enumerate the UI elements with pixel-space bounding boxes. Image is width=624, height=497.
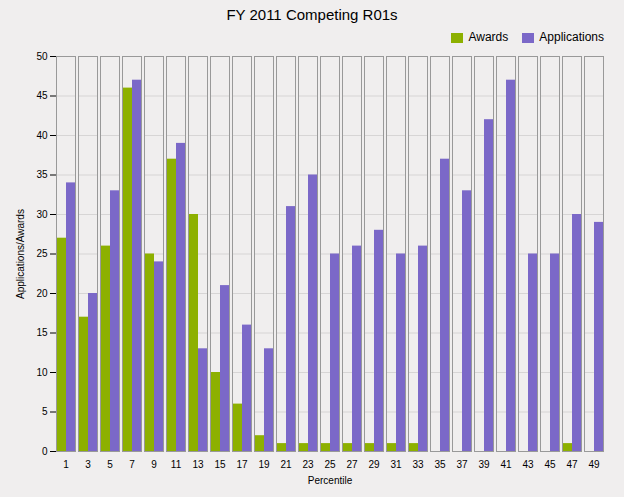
- svg-text:25: 25: [36, 248, 48, 259]
- svg-text:3: 3: [85, 459, 91, 470]
- svg-text:50: 50: [36, 51, 48, 62]
- svg-text:15: 15: [36, 327, 48, 338]
- svg-text:9: 9: [151, 459, 157, 470]
- svg-text:39: 39: [478, 459, 490, 470]
- svg-text:47: 47: [566, 459, 578, 470]
- svg-text:23: 23: [302, 459, 314, 470]
- svg-text:31: 31: [390, 459, 402, 470]
- svg-text:7: 7: [129, 459, 135, 470]
- svg-text:29: 29: [368, 459, 380, 470]
- svg-text:30: 30: [36, 209, 48, 220]
- svg-text:49: 49: [588, 459, 600, 470]
- svg-text:33: 33: [412, 459, 424, 470]
- svg-text:17: 17: [236, 459, 248, 470]
- svg-text:41: 41: [500, 459, 512, 470]
- svg-text:20: 20: [36, 288, 48, 299]
- svg-text:25: 25: [324, 459, 336, 470]
- svg-text:1: 1: [63, 459, 69, 470]
- svg-text:0: 0: [42, 446, 48, 457]
- html-text:Applications: Applications: [539, 30, 604, 44]
- svg-text:15: 15: [214, 459, 226, 470]
- svg-text:Applications/Awards: Applications/Awards: [15, 209, 26, 299]
- svg-text:21: 21: [280, 459, 292, 470]
- html-text:Awards: Awards: [468, 30, 509, 44]
- svg-text:19: 19: [258, 459, 270, 470]
- svg-text:43: 43: [522, 459, 534, 470]
- svg-text:5: 5: [42, 406, 48, 417]
- svg-text:45: 45: [36, 90, 48, 101]
- svg-text:35: 35: [434, 459, 446, 470]
- svg-text:37: 37: [456, 459, 468, 470]
- svg-text:45: 45: [544, 459, 556, 470]
- svg-text:5: 5: [107, 459, 113, 470]
- svg-text:40: 40: [36, 130, 48, 141]
- svg-text:10: 10: [36, 367, 48, 378]
- svg-text:11: 11: [171, 459, 182, 470]
- svg-text:35: 35: [36, 169, 48, 180]
- html-text:FY 2011 Competing R01s: FY 2011 Competing R01s: [226, 6, 398, 23]
- svg-text:27: 27: [346, 459, 358, 470]
- svg-text:Percentile: Percentile: [308, 475, 353, 486]
- svg-text:13: 13: [192, 459, 204, 470]
